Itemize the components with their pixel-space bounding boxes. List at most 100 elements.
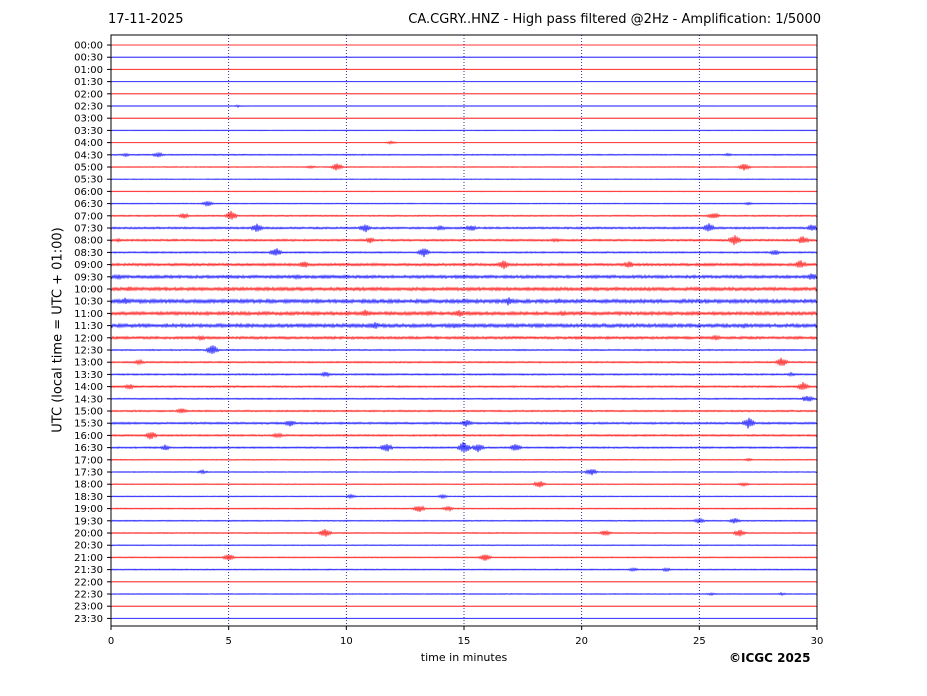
trace-0100: [110, 68, 818, 71]
y-tick-label: 12:30: [74, 346, 103, 357]
trace-0730: [110, 223, 818, 233]
y-tick-label: 08:30: [74, 248, 103, 259]
chart-title: CA.CGRY..HNZ - High pass filtered @2Hz -…: [408, 12, 821, 27]
y-tick-label: 22:00: [74, 577, 103, 588]
y-tick-label: 05:00: [74, 163, 103, 174]
trace-2300: [110, 605, 818, 607]
y-tick-label: 23:30: [74, 614, 103, 625]
y-tick-label: 00:30: [74, 53, 103, 64]
trace-0700: [110, 210, 818, 220]
trace-0330: [110, 129, 818, 132]
y-axis-label: UTC (local time = UTC + 01:00): [50, 227, 66, 433]
trace-1230: [110, 345, 818, 354]
trace-1000: [110, 286, 818, 292]
y-tick-label: 14:00: [74, 382, 103, 393]
y-tick-label: 04:00: [74, 138, 103, 149]
trace-1800: [110, 481, 818, 488]
y-tick-label: 08:00: [74, 236, 103, 247]
y-tick-label: 15:30: [74, 419, 103, 430]
trace-0800: [110, 235, 818, 246]
y-tick-label: 06:30: [74, 199, 103, 210]
trace-2030: [110, 544, 818, 547]
trace-1100: [110, 309, 818, 317]
y-tick-label: 02:00: [74, 89, 103, 100]
y-tick-label: 16:00: [74, 431, 103, 442]
trace-1500: [110, 407, 818, 414]
trace-2000: [110, 529, 818, 537]
trace-1930: [110, 517, 818, 524]
x-tick-label: 20: [575, 636, 588, 647]
trace-0430: [110, 151, 818, 158]
y-tick-label: 19:30: [74, 516, 103, 527]
y-tick-label: 01:00: [74, 65, 103, 76]
x-axis-label: time in minutes: [420, 651, 508, 664]
traces-layer: [110, 44, 818, 620]
trace-0830: [110, 248, 818, 258]
trace-0130: [110, 80, 818, 83]
y-tick-label: 21:00: [74, 553, 103, 564]
y-tick-label: 10:30: [74, 297, 103, 308]
y-tick-label: 04:30: [74, 150, 103, 161]
y-tick-label: 02:30: [74, 102, 103, 113]
trace-1730: [110, 468, 818, 476]
trace-1430: [110, 395, 818, 402]
trace-0630: [110, 200, 818, 207]
trace-1330: [110, 371, 818, 378]
y-tick-label: 10:00: [74, 285, 103, 296]
y-tick-label: 06:00: [74, 187, 103, 198]
trace-0900: [110, 260, 818, 270]
x-tick-label: 30: [811, 636, 824, 647]
y-tick-label: 03:30: [74, 126, 103, 137]
trace-0600: [110, 190, 818, 193]
x-axis: 0 5 10 15 20 25 30: [108, 626, 824, 647]
trace-1300: [110, 357, 818, 366]
y-tick-label: 22:30: [74, 590, 103, 601]
x-tick-label: 25: [693, 636, 706, 647]
y-tick-label: 09:30: [74, 272, 103, 283]
y-tick-label: 19:00: [74, 504, 103, 515]
trace-0530: [110, 178, 818, 181]
y-tick-label: 14:30: [74, 394, 103, 405]
y-tick-label: 00:00: [74, 41, 103, 52]
y-tick-label: 15:00: [74, 407, 103, 418]
trace-1200: [110, 334, 818, 342]
y-tick-label: 17:00: [74, 455, 103, 466]
y-tick-label: 11:00: [74, 309, 103, 320]
copyright-label: ©ICGC 2025: [729, 651, 811, 665]
plot-background: [111, 35, 817, 626]
y-tick-label: 21:30: [74, 565, 103, 576]
y-tick-label: 13:30: [74, 370, 103, 381]
y-tick-label: 20:00: [74, 529, 103, 540]
y-tick-label: 12:00: [74, 333, 103, 344]
trace-2130: [110, 567, 818, 573]
trace-1700: [110, 457, 818, 462]
y-tick-label: 07:00: [74, 211, 103, 222]
trace-2100: [110, 554, 818, 561]
trace-0230: [110, 104, 818, 108]
trace-1830: [110, 493, 818, 500]
trace-1400: [110, 381, 818, 390]
trace-1600: [110, 432, 818, 440]
trace-1130: [110, 322, 818, 329]
trace-1030: [110, 297, 818, 306]
trace-1900: [110, 505, 818, 513]
trace-2330: [110, 617, 818, 620]
y-tick-label: 20:30: [74, 541, 103, 552]
trace-0200: [110, 93, 818, 95]
date-label: 17-11-2025: [108, 12, 184, 27]
trace-0930: [110, 273, 818, 281]
y-tick-label: 11:30: [74, 321, 103, 332]
y-tick-label: 13:00: [74, 358, 103, 369]
trace-2200: [110, 581, 818, 583]
y-tick-label: 18:30: [74, 492, 103, 503]
y-tick-label: 18:00: [74, 480, 103, 491]
trace-0400: [110, 140, 818, 145]
trace-1530: [110, 417, 818, 429]
trace-2230: [110, 591, 818, 597]
x-tick-label: 0: [108, 636, 114, 647]
y-tick-label: 01:30: [74, 77, 103, 88]
trace-0030: [110, 56, 818, 58]
y-tick-label: 05:30: [74, 175, 103, 186]
